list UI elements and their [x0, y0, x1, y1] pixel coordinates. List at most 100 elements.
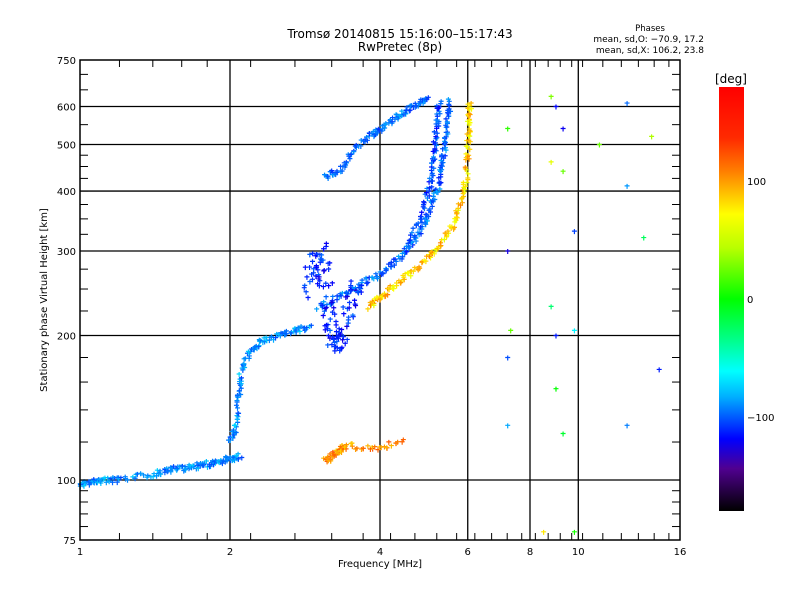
data-point	[347, 156, 353, 162]
data-point	[307, 252, 313, 258]
colorbar-tick-label: 0	[747, 295, 753, 306]
data-point	[438, 99, 444, 105]
data-point	[445, 108, 451, 114]
data-point	[365, 280, 371, 286]
data-point	[445, 97, 451, 103]
data-point	[434, 131, 440, 137]
data-point	[307, 265, 313, 271]
x-tick-label: 6	[465, 547, 471, 558]
data-point	[353, 303, 359, 309]
data-point	[424, 97, 430, 103]
data-point	[432, 146, 438, 152]
data-point	[348, 279, 354, 285]
data-point	[431, 251, 437, 257]
data-point	[505, 249, 511, 255]
data-point	[364, 138, 370, 144]
plot-frame	[79, 59, 681, 541]
data-point	[391, 263, 397, 269]
data-point	[388, 443, 394, 449]
data-point	[141, 472, 147, 478]
data-point	[315, 252, 321, 258]
data-point	[417, 227, 423, 233]
data-point	[321, 309, 327, 315]
data-point	[343, 159, 349, 165]
data-point	[329, 280, 335, 286]
data-point	[323, 294, 329, 300]
data-point	[455, 206, 461, 212]
data-point	[422, 216, 428, 222]
data-point	[327, 317, 333, 323]
data-point	[313, 274, 319, 280]
data-point	[256, 337, 262, 343]
data-point	[350, 313, 356, 319]
data-point	[81, 483, 87, 489]
data-point	[438, 243, 444, 249]
data-point	[322, 323, 328, 329]
data-point	[443, 116, 449, 122]
data-point	[288, 331, 294, 337]
data-point	[329, 342, 335, 348]
stats-heading: Phases	[635, 24, 665, 34]
data-point	[324, 326, 330, 332]
data-point	[406, 238, 412, 244]
data-point	[399, 109, 405, 115]
data-point	[356, 143, 362, 149]
data-point	[297, 329, 303, 335]
data-point	[444, 119, 450, 125]
data-point	[624, 183, 630, 189]
data-point	[404, 249, 410, 255]
data-point	[505, 126, 511, 132]
data-point	[548, 304, 554, 310]
data-point	[407, 108, 413, 114]
data-point	[171, 464, 177, 470]
data-point	[380, 270, 386, 276]
data-point	[465, 171, 471, 177]
data-point	[344, 290, 350, 296]
data-point	[560, 126, 566, 132]
data-point	[436, 175, 442, 181]
data-point	[364, 135, 370, 141]
data-point	[236, 371, 242, 377]
data-point	[382, 126, 388, 132]
data-point	[342, 341, 348, 347]
data-point	[323, 281, 329, 287]
data-point	[371, 303, 377, 309]
data-point	[596, 142, 602, 148]
y-tick-label: 200	[57, 332, 76, 343]
data-point	[360, 446, 366, 452]
data-point	[365, 443, 371, 449]
data-point	[256, 344, 262, 350]
data-point	[134, 471, 140, 477]
data-point	[331, 305, 337, 311]
x-tick-labels: 1 2 4 6 8 10 16	[77, 547, 687, 558]
data-point	[320, 313, 326, 319]
data-point	[467, 128, 473, 134]
colorbar-tick-label: −100	[747, 413, 774, 424]
data-point	[309, 277, 315, 283]
data-point	[130, 474, 136, 480]
data-point	[412, 233, 418, 239]
data-point	[384, 445, 390, 451]
data-point	[110, 480, 116, 486]
data-point	[431, 129, 437, 135]
data-point	[356, 282, 362, 288]
data-point	[399, 256, 405, 262]
data-point	[344, 337, 350, 343]
data-point	[624, 423, 630, 429]
data-point	[239, 455, 245, 461]
data-point	[190, 463, 196, 469]
data-point	[427, 176, 433, 182]
data-point	[416, 264, 422, 270]
data-point	[431, 166, 437, 172]
y-tick-label: 600	[57, 103, 76, 114]
data-point	[302, 265, 308, 271]
data-point	[355, 290, 361, 296]
data-point	[463, 144, 469, 150]
data-point	[624, 101, 630, 107]
data-point	[571, 529, 577, 535]
data-point	[462, 187, 468, 193]
data-point	[462, 165, 468, 171]
data-point	[327, 336, 333, 342]
y-tick-label: 75	[63, 536, 76, 547]
stats-line-x: mean, sd,X: 106.2, 23.8	[596, 46, 704, 56]
